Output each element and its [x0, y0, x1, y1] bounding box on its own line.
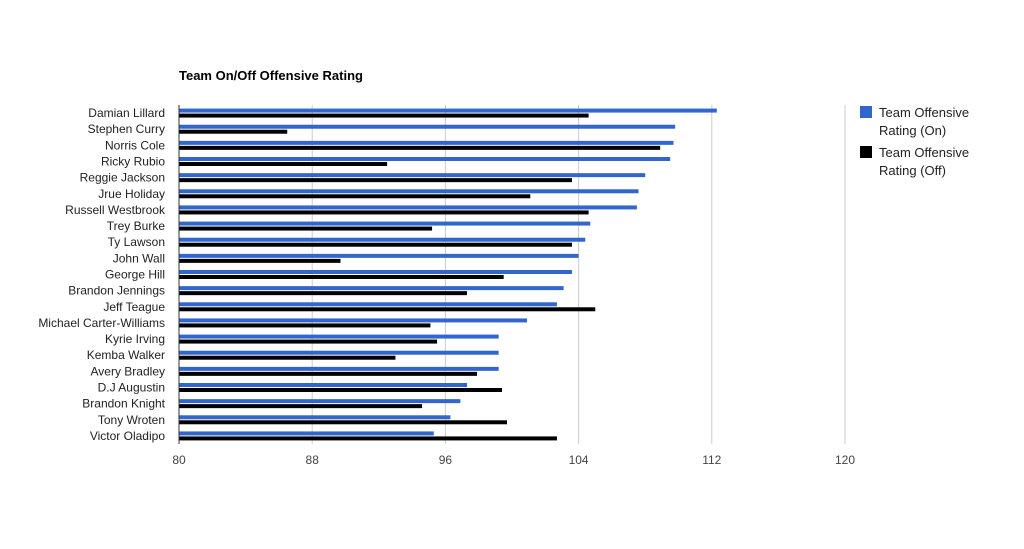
category-label: Russell Westbrook [65, 203, 166, 217]
x-tick-label: 96 [439, 453, 453, 467]
bar-off[interactable] [179, 404, 423, 409]
legend-label: Rating (Off) [879, 163, 946, 178]
legend[interactable]: Team Offensive Rating (On) Team Offensive R… [860, 105, 969, 178]
bar-off[interactable] [179, 210, 589, 215]
legend-label: Rating (On) [879, 123, 946, 138]
category-label: D.J Augustin [98, 381, 165, 395]
legend-swatch [860, 146, 872, 158]
category-label: John Wall [113, 251, 165, 265]
bar-on[interactable] [179, 399, 461, 404]
bar-on[interactable] [179, 302, 557, 307]
bars [179, 108, 717, 441]
category-label: Tony Wroten [98, 413, 165, 427]
bar-on[interactable] [179, 286, 564, 291]
bar-on[interactable] [179, 350, 499, 355]
bar-off[interactable] [179, 371, 478, 376]
bar-on[interactable] [179, 108, 717, 113]
x-tick-label: 88 [306, 453, 320, 467]
category-label: Brandon Knight [82, 397, 165, 411]
category-label: Damian Lillard [88, 106, 165, 120]
bar-off[interactable] [179, 162, 388, 166]
bar-off[interactable] [179, 275, 504, 279]
bar-on[interactable] [179, 431, 434, 436]
category-label: Brandon Jennings [68, 284, 165, 298]
category-label: Reggie Jackson [80, 171, 165, 185]
category-labels: Damian Lillard Stephen Curry Norris Cole Ri… [38, 106, 166, 443]
bar-off[interactable] [179, 388, 503, 392]
category-label: Trey Burke [107, 219, 166, 233]
category-label: Jeff Teague [103, 300, 165, 314]
x-tick-label: 120 [835, 453, 855, 467]
bar-on[interactable] [179, 318, 527, 323]
bar-off[interactable] [179, 420, 508, 425]
chart-title: Team On/Off Offensive Rating [179, 68, 363, 83]
bar-off[interactable] [179, 242, 572, 247]
bar-on[interactable] [179, 237, 586, 242]
category-label: Kyrie Irving [105, 332, 165, 346]
category-label: Norris Cole [105, 138, 165, 152]
category-label: Kemba Walker [87, 348, 165, 362]
bar-off[interactable] [179, 145, 661, 150]
bar-on[interactable] [179, 124, 676, 129]
category-label: George Hill [105, 268, 165, 282]
x-tick-label: 80 [172, 453, 186, 467]
category-label: Ricky Rubio [101, 155, 165, 169]
category-label: Avery Bradley [91, 364, 165, 378]
category-label: Victor Oladipo [90, 429, 165, 443]
category-label: Jrue Holiday [98, 187, 165, 201]
legend-label: Team Offensive [879, 105, 969, 120]
bar-off[interactable] [179, 355, 396, 360]
legend-swatch [860, 106, 872, 118]
bar-off[interactable] [179, 178, 572, 183]
bar-on[interactable] [179, 173, 646, 178]
bar-off[interactable] [179, 194, 531, 199]
x-tick-label: 104 [569, 453, 589, 467]
bar-on[interactable] [179, 383, 468, 387]
bar-on[interactable] [179, 189, 639, 194]
bar-off[interactable] [179, 291, 468, 296]
category-label: Michael Carter-Williams [38, 316, 165, 330]
x-tick-label: 112 [702, 453, 721, 467]
bar-on[interactable] [179, 415, 451, 420]
bar-on[interactable] [179, 334, 499, 339]
bar-off[interactable] [179, 323, 431, 328]
bar-off[interactable] [179, 307, 596, 312]
bar-off[interactable] [179, 226, 433, 231]
bar-off[interactable] [179, 129, 288, 134]
bar-on[interactable] [179, 253, 579, 258]
legend-label: Team Offensive [879, 145, 969, 160]
bar-on[interactable] [179, 221, 591, 226]
x-axis-tick-labels: 80 88 96 104 112 120 [172, 453, 855, 467]
bar-on[interactable] [179, 157, 671, 161]
bar-off[interactable] [179, 339, 438, 344]
bar-on[interactable] [179, 366, 499, 371]
bar-off[interactable] [179, 436, 557, 441]
bar-on[interactable] [179, 205, 637, 210]
category-label: Ty Lawson [108, 235, 165, 249]
bar-on[interactable] [179, 140, 674, 145]
bar-off[interactable] [179, 113, 589, 118]
category-label: Stephen Curry [88, 122, 165, 136]
gridlines [311, 105, 846, 444]
bar-on[interactable] [179, 270, 572, 274]
bar-off[interactable] [179, 258, 341, 263]
